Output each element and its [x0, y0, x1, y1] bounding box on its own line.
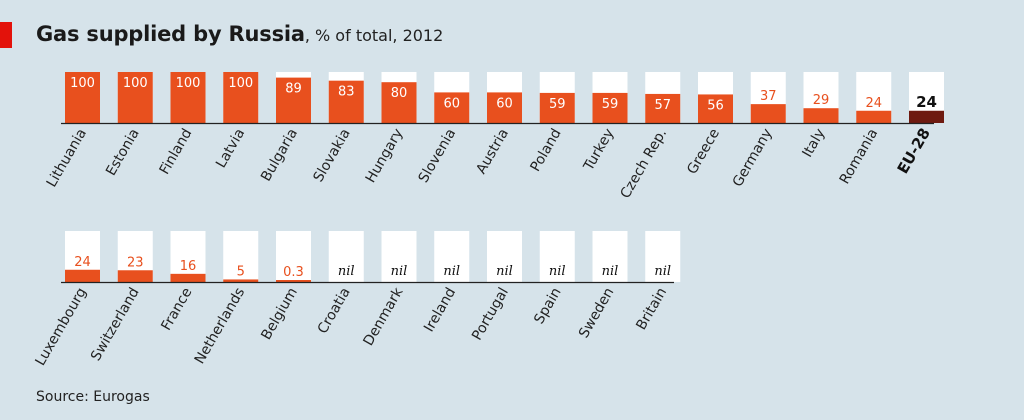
tick-label-austria: Austria [473, 126, 512, 177]
bar-belgium [276, 280, 311, 282]
data-label-sweden: nil [602, 264, 619, 279]
data-label-belgium: 0.3 [283, 265, 304, 280]
bar-track-britain [645, 231, 681, 282]
bar-bulgaria [276, 77, 311, 123]
tick-label-finland: Finland [157, 126, 196, 177]
bar-track-spain [539, 231, 575, 282]
tick-label-lithuania: Lithuania [44, 126, 90, 190]
tick-label-ireland: Ireland [421, 285, 459, 335]
bar-luxembourg [65, 269, 100, 282]
bar-czech-rep- [645, 93, 681, 123]
bar-latvia [223, 72, 259, 123]
data-label-germany: 37 [760, 89, 777, 104]
data-label-lithuania: 100 [70, 76, 95, 91]
chart-subtitle: , % of total, 2012 [304, 26, 444, 45]
tick-label-germany: Germany [730, 126, 776, 190]
bar-track-france [170, 231, 206, 282]
data-label-switzerland: 23 [127, 255, 144, 270]
tick-label-denmark: Denmark [360, 284, 406, 348]
source-note: Source: Eurogas [36, 389, 150, 405]
data-label-spain: nil [549, 264, 566, 279]
data-label-denmark: nil [391, 264, 408, 279]
tick-label-latvia: Latvia [213, 126, 248, 171]
tick-label-sweden: Sweden [576, 285, 618, 341]
bar-germany [750, 104, 786, 123]
tick-label-poland: Poland [527, 126, 564, 174]
bar-switzerland [117, 270, 153, 282]
data-label-greece: 56 [707, 98, 724, 113]
data-label-britain: nil [654, 264, 671, 279]
tick-label-romania: Romania [837, 126, 881, 187]
bar-france [170, 273, 206, 282]
tick-label-czech-rep-: Czech Rep. [617, 126, 670, 201]
bar-eu-28 [909, 110, 944, 123]
data-label-poland: 59 [549, 97, 566, 112]
data-label-portugal: nil [496, 264, 513, 279]
tick-label-spain: Spain [531, 285, 564, 327]
data-label-italy: 29 [813, 93, 830, 108]
data-label-ireland: nil [443, 264, 460, 279]
tick-label-netherlands: Netherlands [192, 285, 249, 367]
tick-label-france: France [158, 285, 195, 333]
bar-romania [856, 110, 892, 123]
bar-estonia [117, 72, 153, 123]
data-label-czech-rep-: 57 [654, 98, 671, 113]
tick-label-belgium: Belgium [258, 285, 301, 343]
data-label-eu-28: 24 [916, 93, 937, 111]
data-label-estonia: 100 [123, 76, 148, 91]
data-label-netherlands: 5 [237, 264, 245, 279]
tick-label-estonia: Estonia [103, 126, 143, 179]
data-label-finland: 100 [176, 76, 201, 91]
data-label-turkey: 59 [602, 97, 619, 112]
data-label-bulgaria: 89 [285, 82, 302, 97]
bar-track-portugal [487, 231, 522, 282]
bar-greece [698, 94, 733, 123]
data-label-hungary: 80 [391, 86, 408, 101]
brand-tab [0, 22, 12, 48]
tick-label-luxembourg: Luxembourg [32, 285, 89, 369]
data-label-austria: 60 [496, 96, 513, 111]
tick-label-portugal: Portugal [469, 285, 512, 343]
bar-track-belgium [276, 231, 311, 282]
tick-label-croatia: Croatia [315, 285, 354, 337]
data-label-latvia: 100 [228, 76, 253, 91]
tick-label-switzerland: Switzerland [88, 285, 143, 364]
data-label-luxembourg: 24 [74, 255, 91, 270]
data-label-france: 16 [180, 259, 197, 274]
bar-track-croatia [328, 231, 364, 282]
chart-heading: Gas supplied by Russia, % of total, 2012 [36, 22, 443, 46]
bar-slovenia [434, 92, 470, 123]
data-label-slovakia: 83 [338, 85, 355, 100]
tick-label-bulgaria: Bulgaria [258, 126, 301, 184]
tick-label-hungary: Hungary [363, 126, 407, 186]
tick-label-greece: Greece [684, 126, 723, 177]
bar-poland [539, 92, 575, 123]
bar-slovakia [328, 80, 364, 123]
bar-finland [170, 72, 206, 123]
tick-label-italy: Italy [799, 126, 828, 160]
tick-label-britain: Britain [633, 285, 670, 333]
chart-title: Gas supplied by Russia [36, 22, 305, 46]
tick-label-turkey: Turkey [580, 126, 617, 174]
tick-label-slovenia: Slovenia [416, 126, 460, 186]
bar-turkey [592, 92, 628, 123]
bar-lithuania [65, 72, 100, 123]
tick-label-slovakia: Slovakia [310, 126, 353, 185]
tick-label-eu-28: EU-28 [894, 125, 934, 177]
bar-italy [803, 108, 839, 123]
data-label-slovenia: 60 [443, 96, 460, 111]
data-label-croatia: nil [338, 264, 355, 279]
bar-netherlands [223, 279, 259, 282]
bar-track-sweden [592, 231, 628, 282]
bar-austria [487, 92, 522, 123]
bar-track-netherlands [223, 231, 259, 282]
data-label-romania: 24 [865, 96, 882, 111]
bar-track-ireland [434, 231, 470, 282]
bar-track-denmark [381, 231, 417, 282]
bar-hungary [381, 82, 417, 123]
